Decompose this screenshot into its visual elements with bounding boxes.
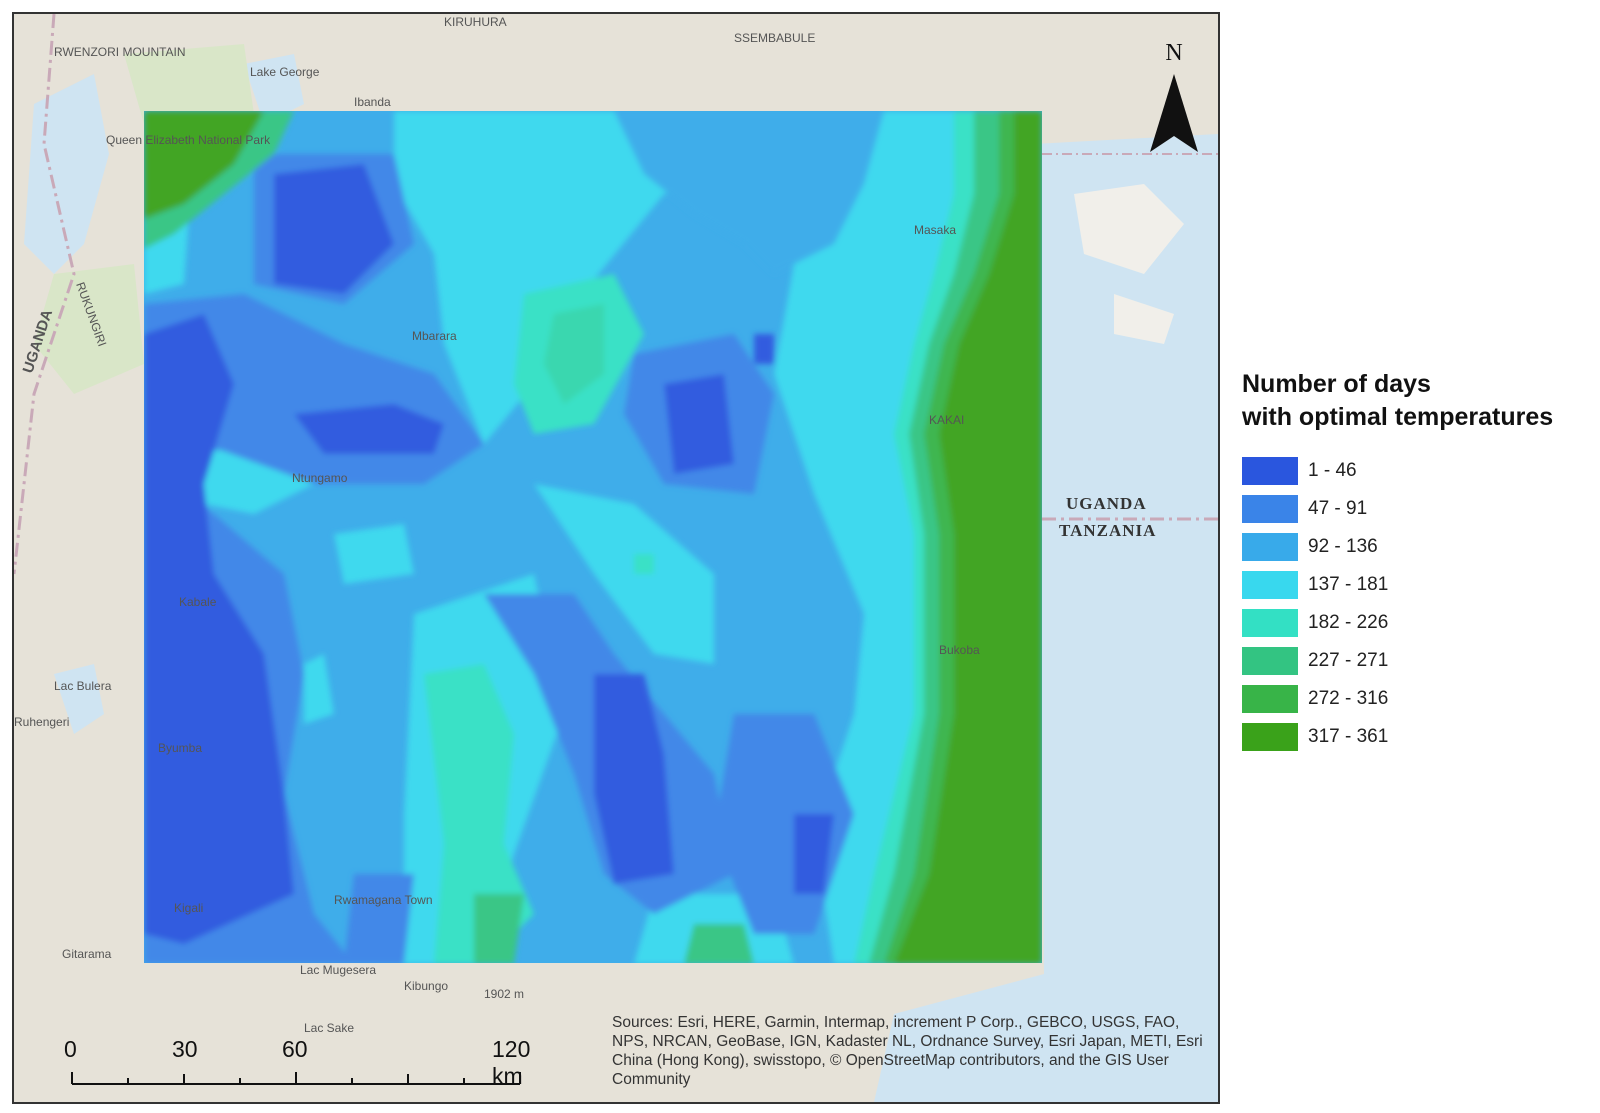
sources-attribution: Sources: Esri, HERE, Garmin, Intermap, i… [612,1014,1203,1088]
map-canvas[interactable]: Queen Elizabeth National Park RWENZORI MO… [14,14,1218,1102]
temperature-days-raster [144,111,1042,963]
legend-swatch [1242,723,1298,751]
green-area [34,264,144,394]
legend-title-line2: with optimal temperatures [1242,403,1554,431]
legend-label: 272 - 316 [1308,688,1389,709]
islands [1074,184,1184,274]
legend-item: 182 - 226 [1242,604,1592,642]
place-label: Masaka [914,223,956,237]
place-label: Kabale [179,595,217,609]
legend-swatch [1242,495,1298,523]
legend-item: 317 - 361 [1242,718,1592,756]
legend-item: 47 - 91 [1242,490,1592,528]
place-label: Rwamagana Town [334,893,433,907]
place-label: Lac Mugesera [300,963,376,977]
lake-victoria [874,134,1218,1102]
place-label: SSEMBABULE [734,31,815,45]
legend-label: 317 - 361 [1308,726,1389,747]
legend-label: 92 - 136 [1308,536,1378,557]
green-area-2 [124,44,254,124]
place-label: KAKAI [929,413,964,427]
place-label: Queen Elizabeth National Park [106,133,271,147]
place-label: Byumba [158,741,202,755]
legend: Number of days with optimal temperatures… [1242,368,1592,756]
border-label-uganda: UGANDA [1066,494,1147,513]
place-label: Lac Sake [304,1021,354,1035]
scale-label-60: 60 [282,1036,308,1062]
legend-swatch [1242,647,1298,675]
legend-label: 47 - 91 [1308,498,1368,519]
place-label: Kibungo [404,979,448,993]
lake-george [244,54,304,124]
place-label: Gitarama [62,947,112,961]
place-label: Ntungamo [292,471,348,485]
legend-title: Number of days with optimal temperatures [1242,368,1592,434]
legend-item: 1 - 46 [1242,452,1592,490]
legend-swatch [1242,457,1298,485]
place-label: KIRUHURA [444,15,507,29]
legend-label: 182 - 226 [1308,612,1389,633]
place-label: Bukoba [939,643,980,657]
legend-label: 227 - 271 [1308,650,1389,671]
place-label: Lac Bulera [54,679,112,693]
place-label: Kigali [174,901,203,915]
place-label: RWENZORI MOUNTAIN [54,45,186,59]
scale-label-0: 0 [64,1036,77,1062]
legend-item: 137 - 181 [1242,566,1592,604]
north-arrow: N [1142,40,1206,162]
islands-2 [1114,294,1174,344]
legend-swatch [1242,685,1298,713]
international-border [14,14,76,575]
place-label: Mbarara [412,329,457,343]
place-label: Ibanda [354,95,391,109]
place-label: 1902 m [484,987,524,1001]
place-label: Lake George [250,65,320,79]
place-label: Ruhengeri [14,715,69,729]
legend-item: 92 - 136 [1242,528,1592,566]
legend-swatch [1242,571,1298,599]
legend-swatch [1242,533,1298,561]
north-arrow-icon [1150,74,1198,152]
border-label-tanzania: TANZANIA [1059,521,1157,540]
lake-bulera [54,664,104,734]
legend-title-line1: Number of days [1242,370,1431,398]
map-frame[interactable]: Queen Elizabeth National Park RWENZORI MO… [12,12,1220,1104]
north-label: N [1165,40,1183,66]
legend-label: 1 - 46 [1308,460,1357,481]
scale-label-30: 30 [172,1036,198,1062]
legend-label: 137 - 181 [1308,574,1389,595]
scale-bar-ruler [71,1072,521,1085]
legend-items: 1 - 46 47 - 91 92 - 136 137 - 181 182 - 226 2… [1242,452,1592,756]
legend-item: 227 - 271 [1242,642,1592,680]
scale-bar: 0 30 60 120 km [60,1036,560,1092]
legend-item: 272 - 316 [1242,680,1592,718]
legend-swatch [1242,609,1298,637]
